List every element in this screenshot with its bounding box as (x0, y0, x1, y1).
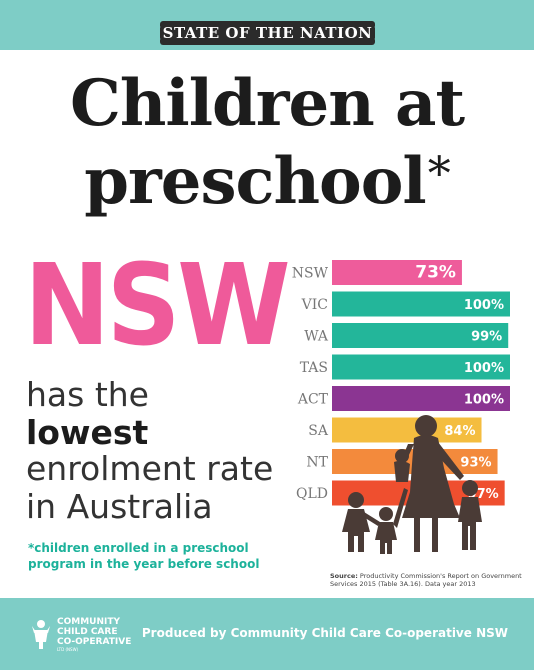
category-label-act: ACT (297, 392, 329, 408)
value-label-nt: 93% (460, 456, 491, 471)
category-label-sa: SA (308, 423, 329, 439)
bottom-band (0, 598, 534, 670)
page-title-word: preschool (84, 144, 426, 219)
value-label-wa: 99% (471, 330, 502, 345)
category-label-qld: QLD (296, 486, 328, 502)
source-label: Source: (330, 572, 358, 580)
co-op-logo-text: COMMUNITY CHILD CARE CO-OPERATIVE LTD (N… (57, 617, 131, 652)
page-title-line1: Children at (69, 66, 465, 141)
lead-line-3: enrolment rate (26, 449, 274, 488)
bar-vic (332, 291, 510, 317)
produced-by: Produced by Community Child Care Co-oper… (141, 626, 508, 640)
bar-tas (332, 354, 510, 380)
category-label-nt: NT (306, 455, 328, 471)
banner-text: STATE OF THE NATION (162, 24, 373, 42)
lead-line-1: has the (26, 375, 149, 414)
family-silhouette-icon (342, 415, 482, 554)
logo-line-3: CO-OPERATIVE (57, 636, 132, 647)
value-label-nsw: 73% (415, 263, 456, 283)
lead-line-4: in Australia (26, 487, 213, 526)
nsw-headline: NSW (24, 241, 291, 371)
logo-line-2: CHILD CARE (57, 626, 118, 637)
category-label-tas: TAS (300, 360, 328, 376)
page-title-line2: preschool* (0, 150, 534, 214)
section-banner: STATE OF THE NATION (157, 21, 375, 45)
bar-nsw (332, 260, 462, 285)
value-label-act: 100% (464, 393, 504, 408)
co-op-logo-icon (32, 620, 50, 649)
value-label-tas: 100% (464, 361, 504, 376)
footnote: *children enrolled in a preschool progra… (28, 541, 260, 571)
enrolment-bar-chart: NSW 73% VIC 100% WA 99% TAS 100% ACT 100% SA 84% NT 9… (292, 260, 510, 554)
bar-wa (332, 323, 509, 348)
source-note: Source: Productivity Commission's Report… (330, 572, 525, 588)
value-label-vic: 100% (464, 298, 504, 313)
category-label-nsw: NSW (292, 266, 329, 282)
source-text: Productivity Commission's Report on Gove… (330, 572, 522, 588)
co-op-logo: COMMUNITY CHILD CARE CO-OPERATIVE LTD (N… (30, 614, 140, 654)
bar-sa (332, 417, 482, 443)
lead-line-2: lowest (26, 413, 149, 452)
value-label-sa: 84% (444, 424, 475, 439)
logo-small-text: LTD (NSW) (57, 646, 79, 652)
title-asterisk: * (427, 146, 451, 200)
category-label-wa: WA (304, 329, 329, 345)
bar-act (332, 386, 510, 411)
category-label-vic: VIC (301, 297, 328, 313)
logo-line-1: COMMUNITY (57, 616, 121, 627)
